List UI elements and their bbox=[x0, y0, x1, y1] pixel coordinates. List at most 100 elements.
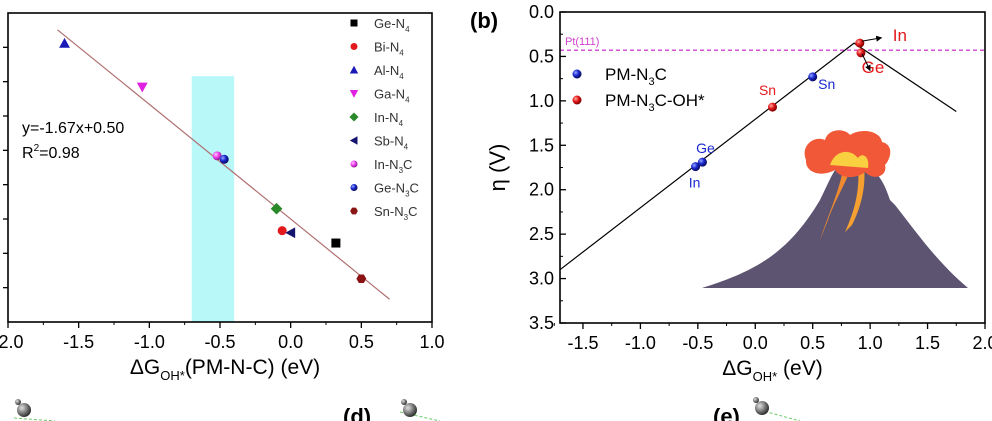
marker-circle bbox=[350, 43, 358, 50]
legend-label-sub: 3 bbox=[648, 76, 654, 88]
bottom-panels-fragment: (d) (e) bbox=[13, 397, 801, 421]
panel-e-label: (e) bbox=[713, 404, 740, 421]
x-tick-label: 1.5 bbox=[915, 333, 940, 353]
x-axis-label: ΔGOH* (eV) bbox=[722, 357, 822, 384]
legend-item: Ge-N3C bbox=[350, 181, 419, 199]
marker-hexagon bbox=[356, 274, 367, 284]
arrow-in bbox=[862, 35, 883, 42]
x-label-rest: (eV) bbox=[777, 357, 823, 380]
lava-flow bbox=[845, 165, 865, 232]
x-axis-label: ΔGOH*(PM-N-C) (eV) bbox=[130, 356, 320, 383]
x-tick-label: 1.0 bbox=[858, 333, 883, 353]
legend-label-main: In-N bbox=[374, 157, 399, 172]
y-tick-label: 3.0 bbox=[529, 269, 554, 289]
point-label: Sn bbox=[759, 82, 776, 98]
legend-label: Sb-N4 bbox=[374, 134, 409, 152]
point-label: Ge bbox=[862, 58, 885, 77]
x-tick-label: 0.5 bbox=[349, 332, 374, 352]
point-label: Sn bbox=[818, 76, 835, 92]
legend-label-sub: 3 bbox=[404, 213, 409, 222]
x-tick-label: 2.0 bbox=[972, 333, 992, 353]
y-tick-label: 1.0 bbox=[529, 91, 554, 111]
marker-sphere bbox=[350, 184, 358, 191]
legend-label-sub: 4 bbox=[399, 72, 404, 81]
legend-label-main: PM-N bbox=[605, 91, 648, 110]
r2-main: R bbox=[22, 145, 34, 162]
x-tick-label: -0.5 bbox=[682, 333, 713, 353]
legend-marker bbox=[572, 95, 582, 105]
point-label: Ge bbox=[696, 140, 715, 156]
legend-label-main: Bi-N bbox=[374, 40, 399, 55]
x-label-sub: OH* bbox=[753, 369, 778, 384]
volcano-illustration bbox=[702, 130, 968, 288]
legend-item: Al-N4 bbox=[349, 63, 404, 81]
legend-label-main: PM-N bbox=[605, 65, 648, 84]
x-tick-label: -1.5 bbox=[567, 333, 598, 353]
legend-item: In-N3C bbox=[350, 157, 412, 175]
marker-triangle-left bbox=[349, 136, 358, 145]
x-tick-label: 0.5 bbox=[800, 333, 825, 353]
fit-r2: R2=0.98 bbox=[22, 143, 80, 162]
legend-label-sub: 3 bbox=[399, 166, 404, 175]
legend-label-sub: 4 bbox=[399, 49, 404, 58]
y-tick-label: 0.5 bbox=[529, 46, 554, 66]
highlight-band bbox=[191, 76, 235, 322]
fit-line bbox=[57, 29, 390, 300]
legend-label-sub: 4 bbox=[405, 96, 410, 105]
marker-square bbox=[350, 19, 358, 27]
legend-label-tail: C bbox=[403, 157, 412, 172]
legend-label-sub: 4 bbox=[399, 119, 404, 128]
legend-item: Sn-N3C bbox=[350, 204, 417, 222]
marker-triangle-left bbox=[285, 227, 296, 239]
legend-label-main: Ge-N bbox=[374, 181, 405, 196]
data-point-ga-n4 bbox=[136, 82, 148, 93]
point-label: In bbox=[689, 175, 701, 191]
y-tick-label: 2.0 bbox=[529, 180, 554, 200]
marker-circle bbox=[277, 226, 287, 236]
y-tick-label: 3.5 bbox=[529, 313, 554, 333]
marker-sphere bbox=[219, 154, 229, 164]
legend-label: Ge-N4 bbox=[374, 16, 410, 34]
legend-item: In-N4 bbox=[349, 110, 404, 128]
x-tick-label: -1.0 bbox=[134, 332, 165, 352]
x-tick-label: 0.0 bbox=[743, 333, 768, 353]
y-tick-label: 1.5 bbox=[529, 135, 554, 155]
data-point-in-n4 bbox=[270, 202, 283, 215]
point-label: In bbox=[893, 26, 907, 45]
legend-label-sub: 4 bbox=[404, 143, 409, 152]
marker-square bbox=[331, 238, 341, 248]
marker-sphere bbox=[212, 151, 222, 161]
data-point-in-n3c bbox=[212, 151, 222, 161]
panel-b-chart: Pt(111) -1.5 -1.0 -0.5 0.0 0.5 1.0 1.5 2.0 0.0 0.5… bbox=[470, 2, 992, 384]
data-point-pm-n3c-oh* bbox=[768, 102, 777, 112]
legend-label-sub: 3 bbox=[648, 102, 654, 114]
marker-diamond bbox=[270, 202, 283, 215]
molecule-fragment-icon bbox=[13, 399, 56, 421]
legend-label-main: Al-N bbox=[374, 63, 399, 78]
volcano-line bbox=[559, 42, 957, 271]
x-label-main: ΔG bbox=[130, 356, 160, 379]
x-tick-label: -0.5 bbox=[204, 332, 235, 352]
y-tick-label: 2.5 bbox=[529, 224, 554, 244]
fit-equation: y=-1.67x+0.50 bbox=[22, 120, 124, 137]
legend-marker bbox=[572, 69, 582, 79]
legend-label: Ge-N3C bbox=[374, 181, 419, 199]
legend-label-main: Ge-N bbox=[374, 16, 405, 31]
legend-label: Ga-N4 bbox=[374, 87, 410, 105]
legend-label-tail: C bbox=[655, 65, 667, 84]
legend-item: Ge-N4 bbox=[350, 16, 410, 34]
legend-label-main: Sn-N bbox=[374, 204, 404, 219]
legend-item: Bi-N4 bbox=[350, 40, 404, 58]
panel-label: (b) bbox=[470, 8, 498, 33]
x-tick-label: -2.0 bbox=[0, 332, 24, 352]
legend-label: Bi-N4 bbox=[374, 40, 404, 58]
panel-d-label: (d) bbox=[343, 404, 371, 421]
data-point-ge-n4 bbox=[331, 238, 341, 248]
legend-label-tail: C bbox=[410, 181, 419, 196]
legend-label-sub: 3 bbox=[405, 190, 410, 199]
x-tick-label: 1.0 bbox=[419, 332, 444, 352]
marker-sphere bbox=[350, 160, 358, 168]
data-point-ge-n3c bbox=[219, 154, 229, 164]
legend-label-main: Sb-N bbox=[374, 134, 404, 149]
data-point-pm-n3c-oh* bbox=[856, 48, 866, 58]
